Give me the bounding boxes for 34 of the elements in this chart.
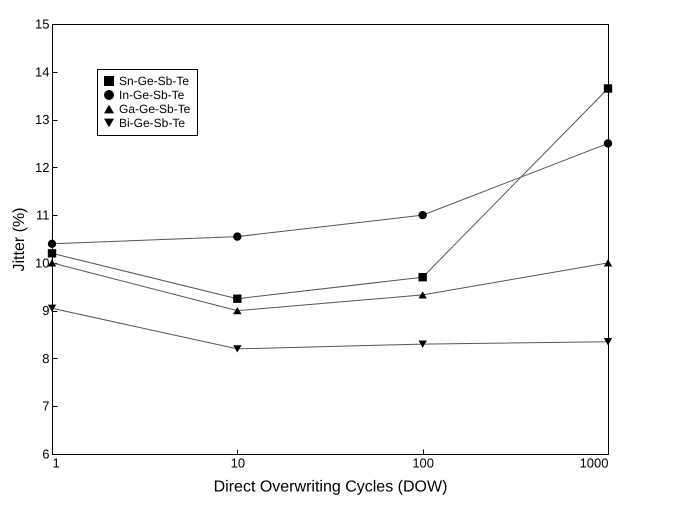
y-tick-label: 9 [42,303,50,318]
legend-label: Bi-Ge-Sb-Te [119,116,186,130]
y-tick-label: 10 [35,255,50,270]
point [418,273,427,282]
point [604,84,612,93]
point [604,338,612,346]
legend-label: Ga-Ge-Sb-Te [119,102,191,116]
y-tick-label: 8 [42,350,50,366]
point [48,240,56,248]
y-axis-title: Jitter (%) [11,208,28,272]
y-tick-label: 11 [36,208,50,223]
point [418,291,427,299]
point [604,259,612,267]
point [604,139,612,148]
x-tick-label: 1 [52,456,60,470]
point [233,232,242,241]
point [418,210,427,220]
x-axis-title: Direct Overwriting Cycles (DOW) [214,478,448,496]
point [233,294,242,303]
point [233,307,242,314]
legend-label: Sn-Ge-Sb-Te [119,74,190,88]
legend-label: In-Ge-Sb-Te [119,88,185,102]
y-tick-label: 6 [42,446,50,462]
point [418,340,427,348]
y-tick-label: 12 [35,160,50,175]
y-tick-label: 15 [35,16,50,32]
y-tick-label: 7 [42,398,50,414]
x-tick-label: 10 [230,456,246,470]
y-tick-label: 13 [35,112,50,128]
point [48,249,56,258]
x-tick-label: 100 [412,456,434,470]
x-tick-label: 1000 [580,456,608,470]
point [233,345,242,353]
y-tick-label: 14 [35,64,50,80]
